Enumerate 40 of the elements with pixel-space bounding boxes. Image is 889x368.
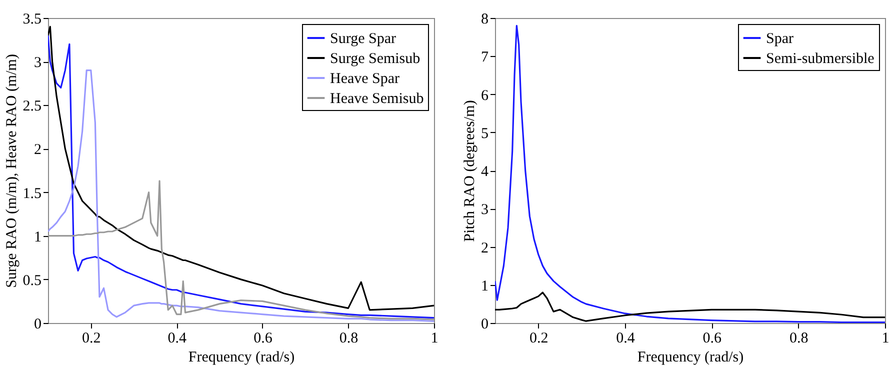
x-tick-label: 0.2 (529, 330, 548, 346)
x-tick-label: 0.4 (616, 330, 636, 346)
legend-label: Semi-submersible (766, 51, 875, 67)
x-tick-label: 0.6 (254, 330, 273, 346)
legend-label: Heave Spar (330, 71, 400, 87)
x-axis-title: Frequency (rad/s) (637, 350, 744, 366)
x-tick-label: 0.8 (339, 330, 358, 346)
legend-label: Heave Semisub (330, 91, 424, 107)
line-series (495, 24, 885, 323)
x-tick-label: 0.2 (82, 330, 101, 346)
y-tick-label: 0.5 (22, 272, 42, 289)
y-tick-label: 2 (34, 142, 42, 158)
y-tick-label: 3 (34, 55, 42, 72)
line-series (495, 292, 885, 322)
x-tick-label: 0.8 (789, 330, 808, 346)
x-axis-title: Frequency (rad/s) (188, 350, 295, 366)
line-series (48, 180, 434, 320)
y-axis-title: Pitch RAO (degrees/m) (462, 100, 478, 242)
y-tick-label: 2.5 (22, 98, 42, 115)
x-tick-label: 0.6 (702, 330, 722, 346)
y-tick-label: 3 (481, 202, 488, 218)
legend-label: Surge Spar (330, 31, 396, 47)
y-tick-label: 2 (481, 240, 488, 256)
y-tick-label: 1 (481, 278, 488, 294)
y-tick-label: 7 (481, 50, 489, 66)
x-tick-label: 1 (430, 330, 438, 346)
y-tick-label: 3.5 (22, 12, 42, 28)
legend-label: Spar (766, 31, 794, 47)
y-tick-label: 5 (481, 126, 488, 142)
y-tick-label: 1.5 (22, 186, 42, 202)
y-tick-label: 0 (481, 316, 488, 332)
y-tick-label: 4 (481, 164, 489, 180)
legend-label: Surge Semisub (330, 51, 420, 67)
x-tick-label: 0.4 (168, 330, 188, 346)
y-tick-label: 1 (34, 229, 42, 246)
y-axis-title: Surge RAO (m/m), Heave RAO (m/m) (4, 54, 20, 288)
x-tick-label: 1 (882, 330, 889, 346)
y-tick-label: 8 (481, 12, 488, 28)
y-tick-label: 0 (34, 316, 42, 332)
y-tick-label: 6 (481, 88, 489, 104)
